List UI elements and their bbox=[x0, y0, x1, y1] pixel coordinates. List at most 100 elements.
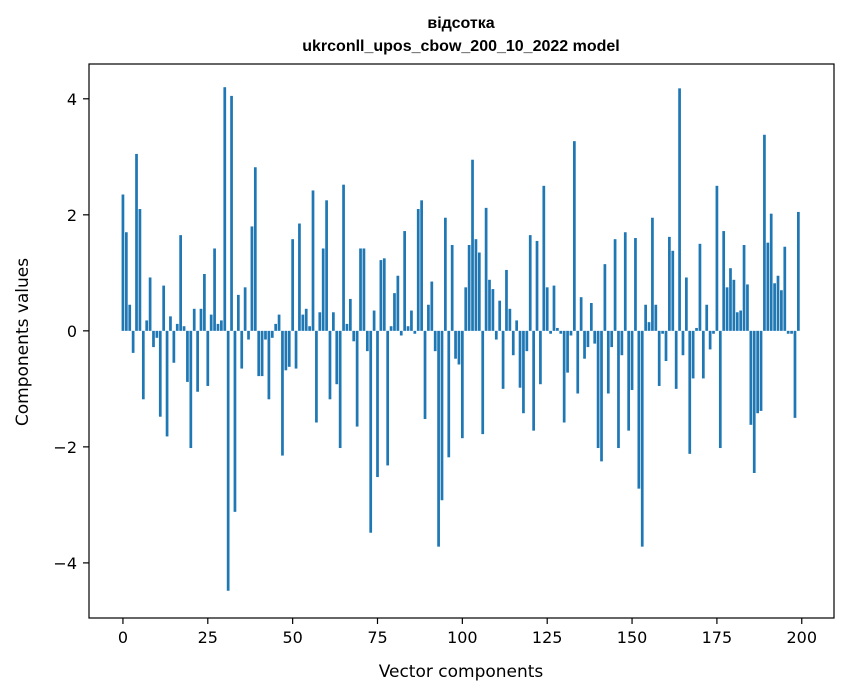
bar-45 bbox=[274, 323, 278, 331]
bar-22 bbox=[196, 330, 199, 392]
bar-71 bbox=[362, 248, 366, 331]
bar-36 bbox=[243, 287, 247, 331]
bar-11 bbox=[158, 330, 162, 417]
x-tick-label: 125 bbox=[532, 628, 563, 647]
bar-80 bbox=[393, 293, 396, 331]
bar-82 bbox=[399, 330, 403, 336]
bar-159 bbox=[661, 330, 664, 334]
bar-194 bbox=[780, 290, 783, 331]
bar-185 bbox=[749, 330, 753, 425]
bar-64 bbox=[338, 330, 342, 449]
bar-184 bbox=[746, 284, 749, 331]
bar-92 bbox=[433, 330, 437, 352]
bar-162 bbox=[671, 250, 675, 331]
bar-117 bbox=[518, 330, 522, 388]
bar-179 bbox=[729, 268, 732, 331]
bar-69 bbox=[355, 330, 359, 427]
bar-21 bbox=[192, 308, 196, 331]
bar-114 bbox=[508, 308, 512, 331]
bar-119 bbox=[525, 330, 529, 352]
bar-95 bbox=[444, 217, 447, 331]
bar-139 bbox=[593, 330, 597, 344]
bar-170 bbox=[698, 243, 702, 331]
bar-109 bbox=[491, 289, 495, 331]
bar-40 bbox=[257, 330, 261, 377]
bar-24 bbox=[203, 274, 206, 331]
bar-196 bbox=[786, 330, 790, 334]
bar-89 bbox=[423, 330, 427, 420]
bar-63 bbox=[335, 330, 339, 385]
bar-99 bbox=[457, 330, 461, 365]
bar-17 bbox=[179, 235, 182, 331]
bar-25 bbox=[206, 330, 210, 386]
bar-173 bbox=[708, 330, 712, 350]
chart-title: відсотка bbox=[427, 15, 494, 32]
bar-96 bbox=[447, 330, 451, 458]
bar-1 bbox=[124, 232, 128, 331]
bar-84 bbox=[406, 326, 410, 331]
bar-191 bbox=[769, 213, 773, 331]
bar-44 bbox=[270, 330, 274, 338]
bar-182 bbox=[739, 310, 743, 331]
bar-54 bbox=[304, 308, 308, 331]
bar-57 bbox=[315, 330, 318, 423]
bar-146 bbox=[617, 330, 620, 449]
bar-0 bbox=[121, 194, 125, 331]
bar-37 bbox=[247, 330, 250, 340]
bar-123 bbox=[539, 330, 542, 385]
bar-104 bbox=[474, 239, 478, 331]
bar-93 bbox=[437, 330, 440, 547]
bar-72 bbox=[365, 330, 369, 352]
bar-47 bbox=[281, 330, 284, 456]
bar-83 bbox=[403, 231, 407, 331]
bar-34 bbox=[236, 294, 240, 331]
bar-195 bbox=[783, 246, 787, 331]
bar-15 bbox=[172, 330, 176, 363]
bar-73 bbox=[369, 330, 373, 533]
bar-4 bbox=[135, 153, 138, 331]
bar-38 bbox=[250, 226, 254, 331]
bar-10 bbox=[155, 330, 159, 338]
bar-197 bbox=[790, 330, 793, 334]
bar-141 bbox=[600, 330, 603, 462]
bar-110 bbox=[494, 330, 498, 340]
bar-26 bbox=[209, 314, 213, 331]
bar-12 bbox=[162, 285, 166, 331]
plot-frame bbox=[88, 63, 835, 619]
bar-7 bbox=[145, 320, 149, 331]
bar-8 bbox=[148, 277, 152, 331]
bar-124 bbox=[542, 185, 546, 331]
bar-154 bbox=[644, 304, 647, 331]
bar-129 bbox=[559, 330, 563, 334]
bar-52 bbox=[298, 223, 301, 331]
bar-127 bbox=[552, 285, 556, 331]
bars-layer bbox=[121, 87, 800, 591]
bar-183 bbox=[742, 244, 746, 331]
bar-23 bbox=[199, 308, 203, 331]
x-tick-label: 75 bbox=[367, 628, 387, 647]
bar-101 bbox=[464, 287, 468, 331]
bar-27 bbox=[213, 248, 216, 331]
bar-121 bbox=[532, 330, 535, 431]
bar-180 bbox=[732, 279, 736, 331]
bar-181 bbox=[735, 312, 739, 331]
bar-61 bbox=[328, 330, 332, 400]
bar-19 bbox=[186, 330, 189, 382]
bar-138 bbox=[589, 303, 593, 331]
bar-140 bbox=[596, 330, 600, 449]
bar-100 bbox=[460, 330, 464, 439]
x-tick-label: 175 bbox=[702, 628, 733, 647]
bar-60 bbox=[325, 200, 328, 331]
bar-42 bbox=[264, 330, 267, 340]
bar-77 bbox=[382, 258, 386, 331]
y-tick-label: −2 bbox=[53, 438, 77, 457]
bar-177 bbox=[722, 231, 726, 331]
x-tick-label: 50 bbox=[282, 628, 302, 647]
bar-105 bbox=[477, 252, 481, 331]
bar-75 bbox=[376, 330, 379, 478]
bar-35 bbox=[240, 330, 244, 369]
bar-120 bbox=[528, 235, 532, 331]
bar-55 bbox=[308, 326, 311, 331]
